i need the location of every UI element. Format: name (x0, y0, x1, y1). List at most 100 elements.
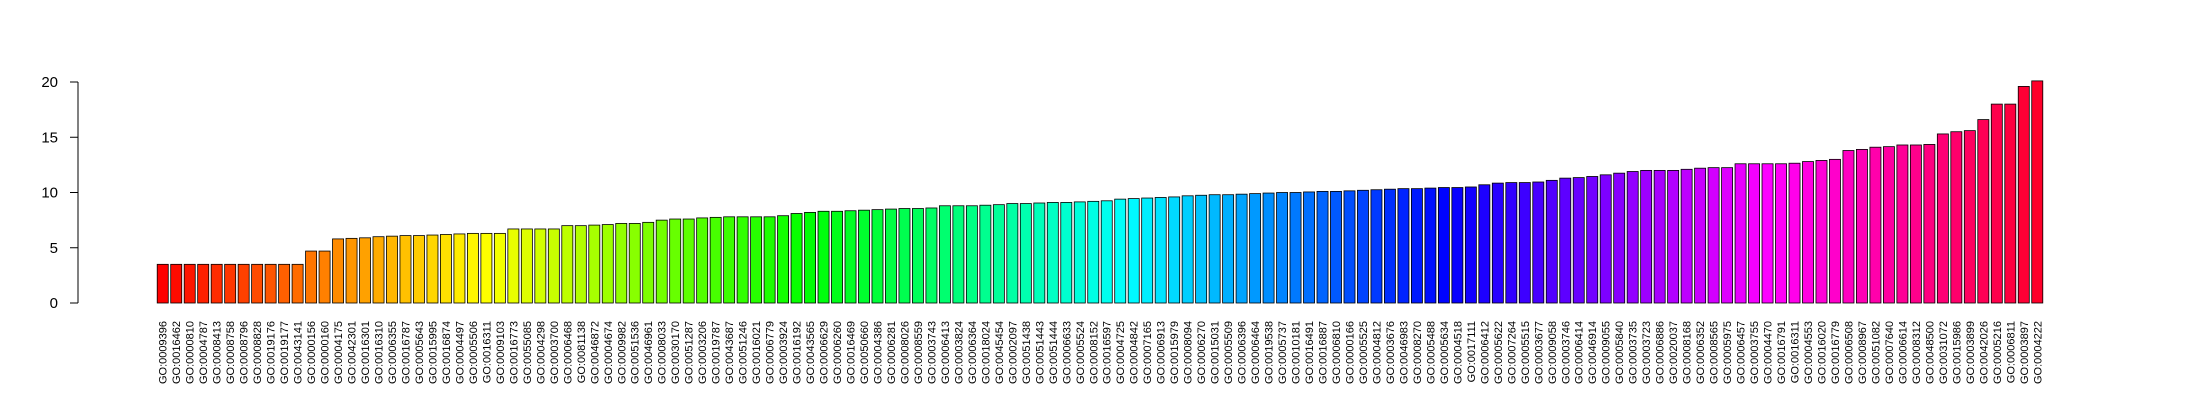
x-tick-label: GO:0046983 (1398, 321, 1410, 384)
bar (1518, 182, 1531, 304)
bar (1936, 133, 1949, 304)
x-tick-label: GO:0006260 (832, 321, 844, 384)
bar (291, 263, 304, 304)
bar (480, 232, 493, 304)
bar (1572, 177, 1585, 304)
x-tick-label: GO:0009103 (495, 321, 507, 384)
x-tick-label: GO:0008796 (239, 321, 251, 384)
x-tick-label: GO:0016192 (792, 321, 804, 384)
x-tick-label: GO:0008270 (1412, 321, 1424, 384)
bar (1653, 169, 1666, 304)
bar (790, 213, 803, 304)
bar (804, 211, 816, 304)
x-tick-label: GO:0006779 (765, 321, 777, 384)
x-tick-label: GO:0006468 (562, 321, 574, 384)
x-tick-label: GO:0006352 (1695, 321, 1707, 384)
x-tick-label: GO:0030170 (670, 321, 682, 384)
x-tick-label: GO:0005515 (1520, 321, 1532, 384)
x-tick-label: GO:0005216 (1992, 321, 2004, 384)
x-tick-label: GO:0006364 (967, 321, 979, 384)
bar (723, 216, 736, 304)
x-tick-label: GO:0008828 (252, 321, 264, 384)
bar (871, 209, 884, 304)
x-tick-label: GO:0006413 (940, 321, 952, 384)
bar (1100, 200, 1113, 304)
bar (1761, 163, 1774, 304)
bar (628, 223, 641, 304)
bar (440, 234, 452, 304)
x-tick-label: GO:0000160 (320, 321, 332, 384)
x-tick-label: GO:0004518 (1452, 321, 1464, 384)
bar (1640, 169, 1653, 304)
bar (305, 250, 318, 304)
bar (1950, 131, 1963, 304)
x-tick-label: GO:0006629 (819, 321, 831, 384)
bar (547, 228, 560, 304)
x-tick-label: GO:0016773 (508, 321, 520, 384)
bar (696, 217, 709, 304)
x-tick-label: GO:0016311 (481, 321, 493, 383)
x-tick-label: GO:0019176 (266, 321, 278, 384)
bar (1478, 184, 1491, 304)
bar (1856, 148, 1868, 304)
bar (965, 205, 978, 304)
x-tick-label: GO:0000810 (185, 321, 197, 384)
x-tick-label: GO:0043565 (805, 321, 817, 384)
x-tick-label: GO:0015979 (1169, 321, 1181, 384)
x-tick-label: GO:0003700 (549, 321, 561, 384)
x-tick-label: GO:0015031 (1210, 321, 1222, 384)
x-tick-label: GO:0008168 (1682, 321, 1694, 384)
bar (655, 219, 668, 304)
bar (1869, 146, 1882, 304)
x-tick-label: GO:0003735 (1628, 321, 1640, 384)
x-tick-label: GO:0006913 (1156, 321, 1168, 384)
bar (359, 237, 371, 304)
x-tick-label: GO:0005524 (1075, 321, 1087, 384)
y-tick-label: 15 (41, 129, 58, 146)
x-tick-label: GO:0003755 (1749, 321, 1761, 384)
bar (669, 218, 682, 304)
bar (601, 224, 614, 304)
bar (1154, 197, 1167, 304)
x-tick-label: GO:0051246 (738, 321, 750, 384)
x-tick-label: GO:0046872 (589, 321, 601, 384)
bar (1289, 192, 1302, 304)
x-tick-label: GO:0008026 (899, 321, 911, 384)
bar (1559, 177, 1572, 304)
bar (1923, 144, 1936, 304)
x-tick-label: GO:0003746 (1560, 321, 1572, 384)
x-tick-label: GO:0006633 (1061, 321, 1073, 384)
x-tick-label: GO:0003676 (1385, 321, 1397, 384)
x-tick-label: GO:0016301 (360, 321, 372, 384)
x-tick-label: GO:0002097 (1007, 321, 1019, 384)
x-tick-label: GO:0004842 (1129, 321, 1141, 384)
x-tick-label: GO:0006811 (2005, 321, 2017, 383)
bar (777, 215, 790, 304)
bar (1667, 169, 1680, 304)
y-tick-label: 20 (41, 74, 58, 91)
bar (1626, 171, 1639, 304)
x-tick-label: GO:0010181 (1291, 321, 1303, 384)
bar (992, 204, 1005, 304)
bar (912, 208, 924, 304)
x-tick-label: GO:0004175 (333, 321, 345, 384)
bar (844, 210, 857, 304)
x-tick-label: GO:0016791 (1776, 321, 1788, 384)
x-tick-label: GO:0006412 (1479, 321, 1491, 384)
bar (750, 216, 763, 304)
bar (1316, 190, 1329, 304)
bar (1802, 161, 1814, 304)
x-tick-label: GO:0051444 (1048, 321, 1060, 384)
bar (224, 263, 237, 304)
bar (170, 263, 183, 304)
bar (1087, 200, 1100, 304)
y-tick-label: 5 (50, 240, 58, 257)
bar (588, 224, 601, 304)
bar (1410, 188, 1423, 304)
bar (1680, 168, 1693, 304)
bar (1006, 203, 1019, 304)
x-tick-label: GO:0003206 (697, 321, 709, 384)
bar (1181, 195, 1194, 304)
x-tick-label: GO:0048500 (1924, 321, 1936, 384)
bar (561, 225, 574, 304)
